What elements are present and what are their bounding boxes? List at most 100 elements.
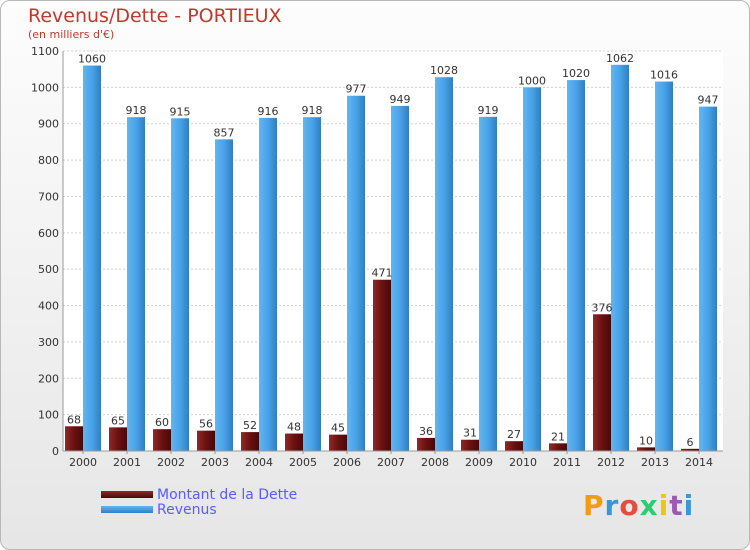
chart-legend: Montant de la Dette Revenus <box>101 486 298 518</box>
data-label-debt: 60 <box>155 416 169 429</box>
bar-revenue <box>699 106 717 452</box>
data-label-debt: 10 <box>639 434 653 447</box>
bar-debt <box>373 279 391 451</box>
y-tick-label: 400 <box>38 300 59 313</box>
x-tick-label: 2010 <box>509 456 537 469</box>
data-label-debt: 31 <box>463 427 477 440</box>
data-label-debt: 68 <box>67 413 81 426</box>
chart-title: Revenus/Dette - PORTIEUX <box>28 5 282 27</box>
legend-swatch-debt <box>101 491 153 498</box>
data-label-revenue: 1016 <box>650 69 678 82</box>
bar-revenue <box>611 64 629 451</box>
x-tick-label: 2004 <box>245 456 273 469</box>
legend-swatch-revenue <box>101 506 153 513</box>
logo-letter: t <box>669 489 684 522</box>
logo-letter: P <box>583 489 605 522</box>
x-tick-label: 2005 <box>289 456 317 469</box>
legend-item-debt: Montant de la Dette <box>101 486 298 503</box>
bar-revenue <box>435 77 453 451</box>
data-label-debt: 56 <box>199 418 213 431</box>
bar-debt <box>637 447 655 451</box>
y-tick-label: 900 <box>38 118 59 131</box>
bar-debt <box>65 426 83 451</box>
bar-debt <box>197 430 215 451</box>
bar-debt <box>109 427 127 451</box>
bar-revenue <box>127 117 145 451</box>
bar-revenue <box>83 65 101 451</box>
bar-revenue <box>479 116 497 452</box>
data-label-revenue: 1060 <box>78 53 106 66</box>
bar-debt <box>549 443 567 451</box>
y-tick-label: 600 <box>38 227 59 240</box>
data-label-debt: 6 <box>687 436 694 449</box>
bar-debt <box>241 432 259 451</box>
data-label-revenue: 915 <box>170 105 191 118</box>
y-tick-label: 200 <box>38 372 59 385</box>
data-label-debt: 65 <box>111 414 125 427</box>
x-tick-label: 2011 <box>553 456 581 469</box>
x-tick-label: 2001 <box>113 456 141 469</box>
data-label-revenue: 916 <box>258 105 279 118</box>
data-label-revenue: 918 <box>126 104 147 117</box>
data-label-debt: 48 <box>287 421 301 434</box>
x-tick-label: 2007 <box>377 456 405 469</box>
bar-debt <box>153 429 171 451</box>
x-tick-label: 2000 <box>69 456 97 469</box>
bar-debt <box>329 434 347 451</box>
legend-label-revenue: Revenus <box>157 501 217 518</box>
data-label-debt: 21 <box>551 430 565 443</box>
y-tick-label: 0 <box>52 445 59 458</box>
legend-item-revenue: Revenus <box>101 501 297 518</box>
y-tick-label: 800 <box>38 154 59 167</box>
data-label-debt: 45 <box>331 422 345 435</box>
data-label-debt: 376 <box>592 301 613 314</box>
y-tick-label: 300 <box>38 336 59 349</box>
data-label-debt: 36 <box>419 425 433 438</box>
bar-revenue <box>171 118 189 451</box>
data-label-revenue: 947 <box>698 94 719 107</box>
y-tick-label: 500 <box>38 263 59 276</box>
bar-revenue <box>347 95 365 452</box>
data-label-revenue: 977 <box>346 83 367 96</box>
bar-revenue <box>567 80 585 451</box>
data-label-debt: 471 <box>372 267 393 280</box>
bar-revenue <box>259 117 277 451</box>
bar-debt <box>505 441 523 451</box>
bar-debt <box>593 314 611 451</box>
bar-debt <box>417 437 435 451</box>
proxiti-logo: Proxiti <box>583 489 694 522</box>
y-tick-label: 1000 <box>31 81 59 94</box>
data-label-debt: 52 <box>243 419 257 432</box>
y-tick-label: 700 <box>38 190 59 203</box>
data-label-revenue: 1000 <box>518 74 546 87</box>
logo-letter: i <box>683 489 695 522</box>
data-label-debt: 27 <box>507 428 521 441</box>
y-tick-label: 1100 <box>31 45 59 58</box>
data-label-revenue: 1020 <box>562 67 590 80</box>
data-label-revenue: 918 <box>302 104 323 117</box>
y-tick-label: 100 <box>38 409 59 422</box>
x-tick-label: 2002 <box>157 456 185 469</box>
bar-revenue <box>303 117 321 451</box>
bar-revenue <box>655 81 673 451</box>
legend-label-debt: Montant de la Dette <box>157 486 298 503</box>
chart-subtitle: (en milliers d'€) <box>28 28 115 41</box>
bar-revenue <box>215 139 233 451</box>
x-tick-label: 2008 <box>421 456 449 469</box>
data-label-revenue: 949 <box>390 93 411 106</box>
data-label-revenue: 857 <box>214 126 235 139</box>
logo-letter: r <box>604 489 620 522</box>
x-tick-label: 2014 <box>685 456 713 469</box>
bar-debt <box>461 439 479 451</box>
bar-debt <box>285 433 303 451</box>
logo-letter: o <box>619 489 640 522</box>
data-label-revenue: 1062 <box>606 52 634 65</box>
bar-revenue <box>523 87 541 451</box>
data-label-revenue: 1028 <box>430 64 458 77</box>
x-tick-label: 2009 <box>465 456 493 469</box>
x-tick-label: 2006 <box>333 456 361 469</box>
x-tick-label: 2013 <box>641 456 669 469</box>
x-tick-label: 2012 <box>597 456 625 469</box>
